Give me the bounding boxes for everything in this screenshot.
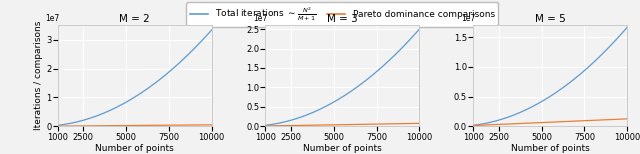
Title: M = 5: M = 5 bbox=[535, 14, 566, 24]
Title: M = 2: M = 2 bbox=[119, 14, 150, 24]
X-axis label: Number of points: Number of points bbox=[95, 144, 174, 153]
Legend: Total iterations $\sim \frac{N^2}{M+1}$, Pareto dominance comparisons: Total iterations $\sim \frac{N^2}{M+1}$,… bbox=[186, 2, 499, 27]
X-axis label: Number of points: Number of points bbox=[511, 144, 589, 153]
Title: M = 3: M = 3 bbox=[327, 14, 358, 24]
X-axis label: Number of points: Number of points bbox=[303, 144, 382, 153]
Y-axis label: Iterations / comparisons: Iterations / comparisons bbox=[34, 21, 43, 130]
